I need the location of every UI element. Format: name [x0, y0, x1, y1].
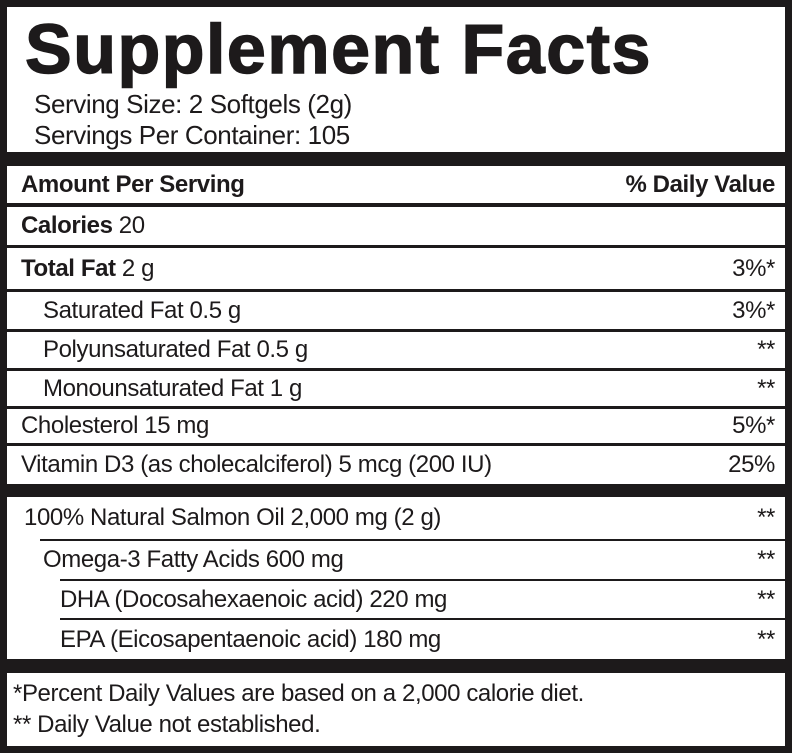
row-cholesterol: Cholesterol 15 mg 5%* [7, 409, 785, 446]
nutrient-amount: EPA (Eicosapentaenoic acid) 180 mg [60, 625, 441, 653]
nutrient-name: Calories [21, 212, 113, 239]
row-total-fat: Total Fat 2 g 3%* [7, 248, 785, 292]
row-polyunsaturated-fat: Polyunsaturated Fat 0.5 g ** [7, 332, 785, 371]
daily-value: ** [757, 504, 775, 531]
row-divider [60, 618, 785, 620]
servings-per-container: Servings Per Container: 105 [34, 120, 350, 150]
nutrient-name: Total Fat [21, 254, 116, 282]
daily-value: ** [757, 336, 775, 363]
column-header-row: Amount Per Serving % Daily Value [7, 166, 785, 207]
daily-value: 25% [728, 451, 775, 478]
row-divider [60, 579, 785, 581]
serving-info: Serving Size: 2 Softgels (2g) Servings P… [34, 89, 775, 151]
row-monounsaturated-fat: Monounsaturated Fat 1 g ** [7, 371, 785, 409]
daily-value: ** [757, 585, 775, 613]
nutrient-amount: 20 [112, 212, 145, 239]
row-epa: EPA (Eicosapentaenoic acid) 180 mg ** [7, 620, 785, 659]
nutrient-amount: Monounsaturated Fat 1 g [43, 374, 302, 402]
daily-value: ** [757, 625, 775, 653]
row-dha: DHA (Docosahexaenoic acid) 220 mg ** [7, 581, 785, 618]
footnotes: *Percent Daily Values are based on a 2,0… [7, 673, 785, 746]
panel-header: Supplement Facts Serving Size: 2 Softgel… [7, 7, 785, 152]
nutrient-amount: Omega-3 Fatty Acids 600 mg [43, 546, 344, 573]
row-salmon-oil: 100% Natural Salmon Oil 2,000 mg (2 g) *… [7, 497, 785, 539]
thick-separator-middle [7, 484, 785, 497]
row-vitamin-d3: Vitamin D3 (as cholecalciferol) 5 mcg (2… [7, 446, 785, 484]
nutrient-amount: Cholesterol 15 mg [21, 412, 209, 439]
thick-separator-bottom [7, 659, 785, 673]
serving-size: Serving Size: 2 Softgels (2g) [34, 89, 352, 119]
amount-per-serving-header: Amount Per Serving [21, 170, 245, 198]
nutrient-amount: 2 g [115, 254, 155, 282]
nutrient-amount: Polyunsaturated Fat 0.5 g [43, 336, 308, 363]
thick-separator-top [7, 152, 785, 166]
footnote-daily-values: *Percent Daily Values are based on a 2,0… [13, 680, 584, 707]
nutrient-amount: Vitamin D3 (as cholecalciferol) 5 mcg (2… [21, 451, 492, 478]
footnote-not-established: ** Daily Value not established. [13, 711, 321, 738]
daily-value: 5%* [732, 412, 775, 439]
row-divider [40, 539, 785, 541]
daily-value: ** [757, 374, 775, 402]
daily-value: 3%* [732, 254, 775, 282]
nutrient-amount: Saturated Fat 0.5 g [43, 296, 241, 324]
nutrient-amount: DHA (Docosahexaenoic acid) 220 mg [60, 585, 448, 613]
row-calories: Calories 20 [7, 207, 785, 248]
panel-title: Supplement Facts [24, 10, 652, 88]
nutrient-amount: 100% Natural Salmon Oil 2,000 mg (2 g) [24, 504, 442, 531]
daily-value: ** [757, 546, 775, 573]
row-omega-3: Omega-3 Fatty Acids 600 mg ** [7, 541, 785, 579]
daily-value-header: % Daily Value [625, 170, 775, 198]
row-saturated-fat: Saturated Fat 0.5 g 3%* [7, 292, 785, 332]
daily-value: 3%* [732, 296, 775, 324]
